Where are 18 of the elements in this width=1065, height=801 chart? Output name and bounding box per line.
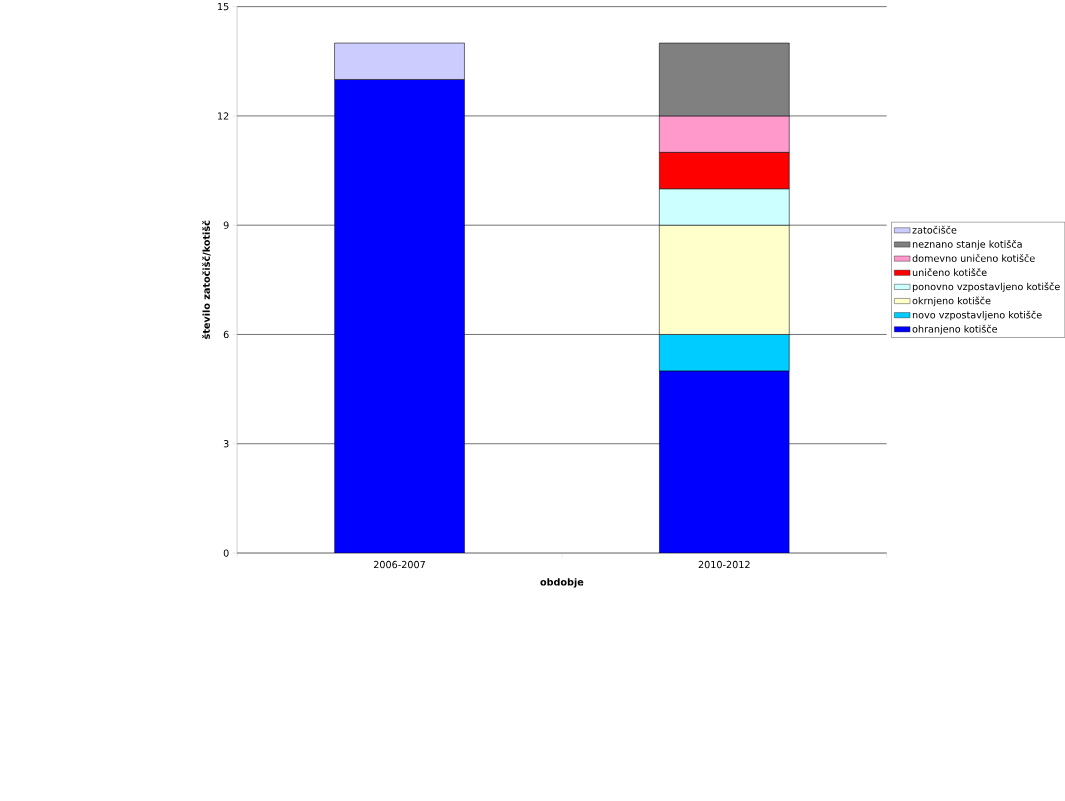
legend-label: okrnjeno kotišče — [912, 296, 991, 307]
legend-label: ohranjeno kotišče — [912, 324, 998, 335]
legend-label: ponovno vzpostavljeno kotišče — [912, 282, 1060, 293]
y-tick-label: 9 — [223, 221, 229, 229]
y-axis-title: število zatočišč/kotišč — [202, 220, 211, 340]
y-tick-label: 12 — [218, 112, 229, 120]
x-tick-label: 2010-2012 — [698, 561, 750, 569]
y-tick-label: 0 — [223, 549, 229, 557]
y-tick-label: 6 — [223, 330, 229, 339]
legend-label: domevno uničeno kotišče — [912, 254, 1035, 263]
y-tick-label: 3 — [223, 440, 229, 448]
x-tick-label: 2006-2007 — [373, 561, 425, 569]
legend-label: novo vzpostavljeno kotišče — [912, 310, 1042, 321]
legend-label: zatočišče — [912, 225, 957, 234]
legend-label: uničeno kotišče — [912, 268, 987, 277]
legend-label: neznano stanje kotišča — [912, 240, 1022, 250]
y-tick-label: 15 — [218, 3, 229, 11]
x-axis-title: obdobje — [540, 578, 584, 588]
